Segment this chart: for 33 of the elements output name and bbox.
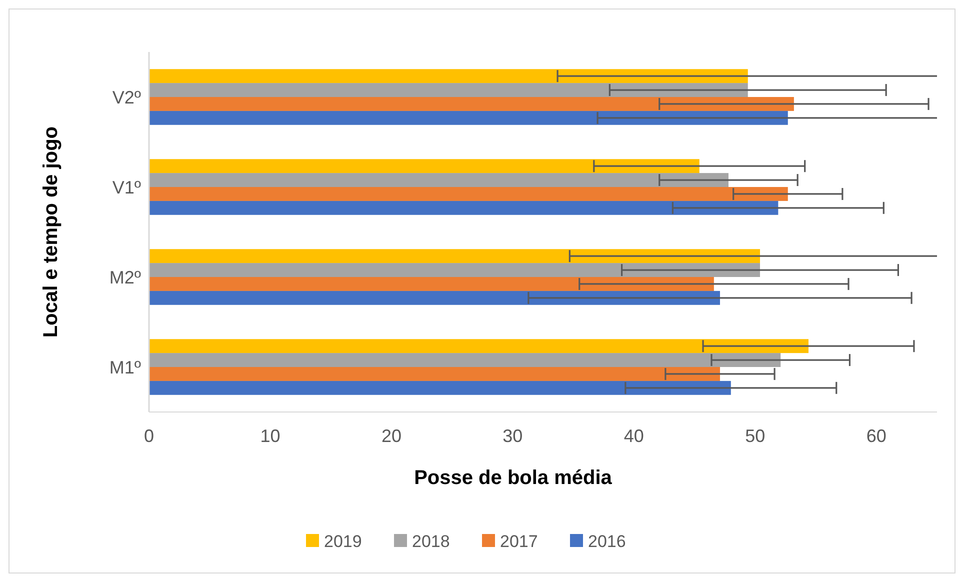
bar xyxy=(149,367,720,381)
bar xyxy=(149,110,788,125)
legend-label: 2016 xyxy=(588,532,626,551)
bar xyxy=(149,159,700,174)
bar xyxy=(149,187,788,201)
x-tick-label: 20 xyxy=(381,426,402,446)
bar xyxy=(149,83,748,97)
bar xyxy=(149,97,794,111)
y-tick-label: M1º xyxy=(109,357,142,378)
bar xyxy=(149,200,778,215)
bar xyxy=(149,277,714,291)
x-tick-label: 60 xyxy=(866,426,886,446)
bar xyxy=(149,290,720,305)
x-tick-label: 0 xyxy=(144,426,154,446)
y-axis-title: Local e tempo de jogo xyxy=(40,126,62,338)
bar xyxy=(149,339,808,354)
y-tick-label: V2º xyxy=(112,87,142,108)
bar xyxy=(149,380,731,395)
legend-label: 2017 xyxy=(500,532,538,551)
legend-label: 2019 xyxy=(324,532,362,551)
bar xyxy=(149,263,760,277)
bar xyxy=(149,173,728,187)
x-tick-label: 40 xyxy=(624,426,644,446)
y-tick-label: V1º xyxy=(112,177,142,198)
bar xyxy=(149,249,760,264)
y-tick-label: M2º xyxy=(109,267,142,288)
bar xyxy=(149,353,781,367)
x-axis-title: Posse de bola média xyxy=(414,467,613,489)
bar xyxy=(149,69,748,84)
legend-label: 2018 xyxy=(412,532,450,551)
x-tick-label: 10 xyxy=(260,426,280,446)
x-tick-label: 30 xyxy=(502,426,523,446)
x-tick-label: 50 xyxy=(745,426,766,446)
